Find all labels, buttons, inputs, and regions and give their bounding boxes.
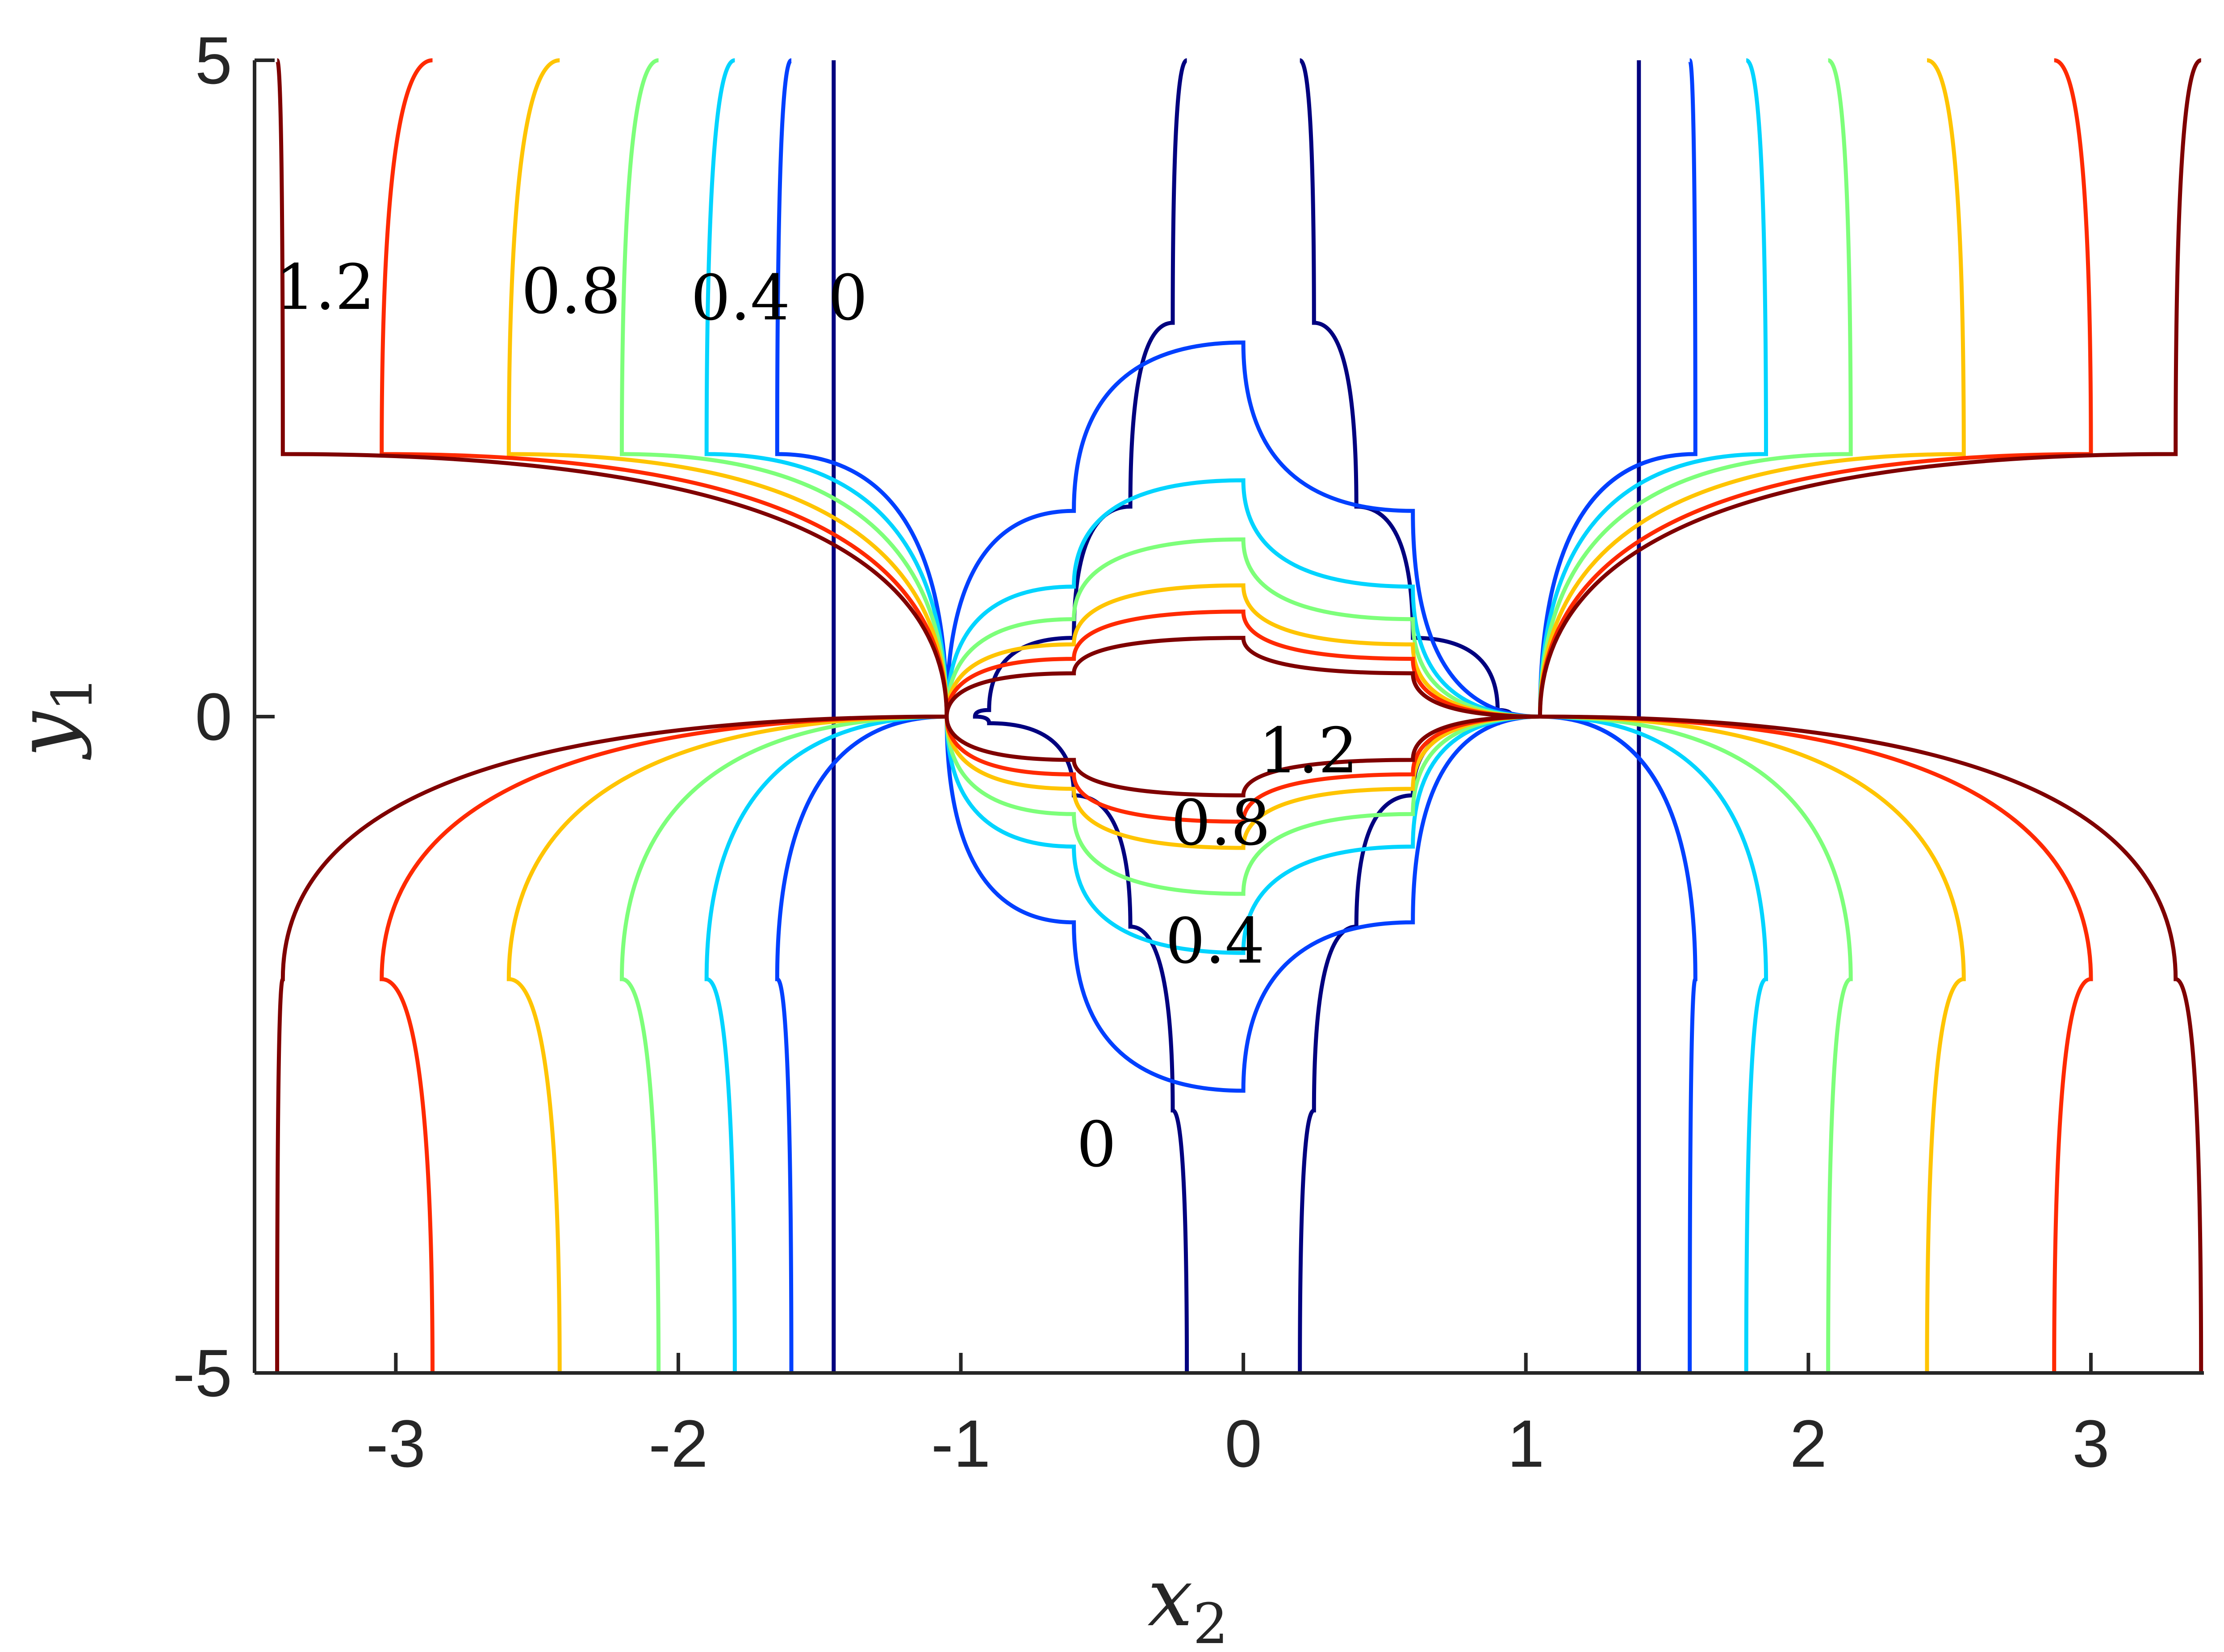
contour-level-0-6 [619, 58, 1853, 1373]
y-axis-label: y1 [0, 676, 105, 760]
x-axis-label: x2 [1147, 1551, 1228, 1652]
x-axis-label-main: x [1147, 1551, 1193, 1644]
contour-label: 0.8 [521, 255, 621, 328]
contour-center-upper [945, 478, 1540, 719]
y-ticks: -5 0 5 [173, 23, 275, 1410]
contour-label: 0 [828, 262, 868, 334]
contour-center-lower [945, 714, 1540, 797]
x-axis-label-sub: 2 [1193, 1592, 1229, 1652]
contour-center-upper [945, 636, 1540, 719]
contour-label: 0 [1077, 1109, 1116, 1181]
contour-label: 0.8 [1171, 787, 1271, 859]
contour-level-1-2 [275, 58, 2203, 1373]
contour-label: 0.4 [691, 262, 790, 334]
x-ticks: -3 -2 -1 0 1 2 3 [366, 1353, 2110, 1481]
y-tick-label: 0 [195, 679, 232, 754]
x-tick-label: -2 [648, 1406, 708, 1481]
contour-center-lower [945, 714, 1540, 1093]
contour-level-1 [380, 58, 2093, 1373]
x-tick-label: 1 [1507, 1406, 1544, 1481]
y-axis-label-main: y [0, 711, 93, 760]
contour-center-upper [945, 609, 1540, 719]
contour-label: 1.2 [1258, 715, 1358, 788]
contour-center-lower [945, 714, 1540, 824]
x-tick-label: -1 [931, 1406, 991, 1481]
contour-center-lower [945, 714, 1540, 850]
contour-center-lower [945, 714, 1540, 896]
contour-labels: 1.2 0.8 0.4 01.20.80.40 [276, 251, 1358, 1181]
y-tick-label: 5 [195, 23, 232, 98]
contour-center-upper [945, 583, 1540, 719]
x-tick-label: 2 [1790, 1406, 1827, 1481]
contour-center-upper [945, 340, 1540, 719]
contour-center-upper [945, 537, 1540, 719]
contour-label: 1.2 [276, 251, 375, 324]
x-tick-label: 3 [2072, 1406, 2109, 1481]
contour-center-left [973, 58, 1189, 1373]
contour-label: 0.4 [1166, 905, 1265, 978]
y-axis-label-sub: 1 [40, 676, 105, 712]
contour-center-lower [945, 714, 1540, 955]
x-tick-label: -3 [366, 1406, 426, 1481]
contour-level-0-8 [506, 58, 1966, 1373]
y-tick-label: -5 [173, 1335, 232, 1410]
contour-lines [275, 58, 2203, 1373]
x-tick-label: 0 [1225, 1406, 1262, 1481]
